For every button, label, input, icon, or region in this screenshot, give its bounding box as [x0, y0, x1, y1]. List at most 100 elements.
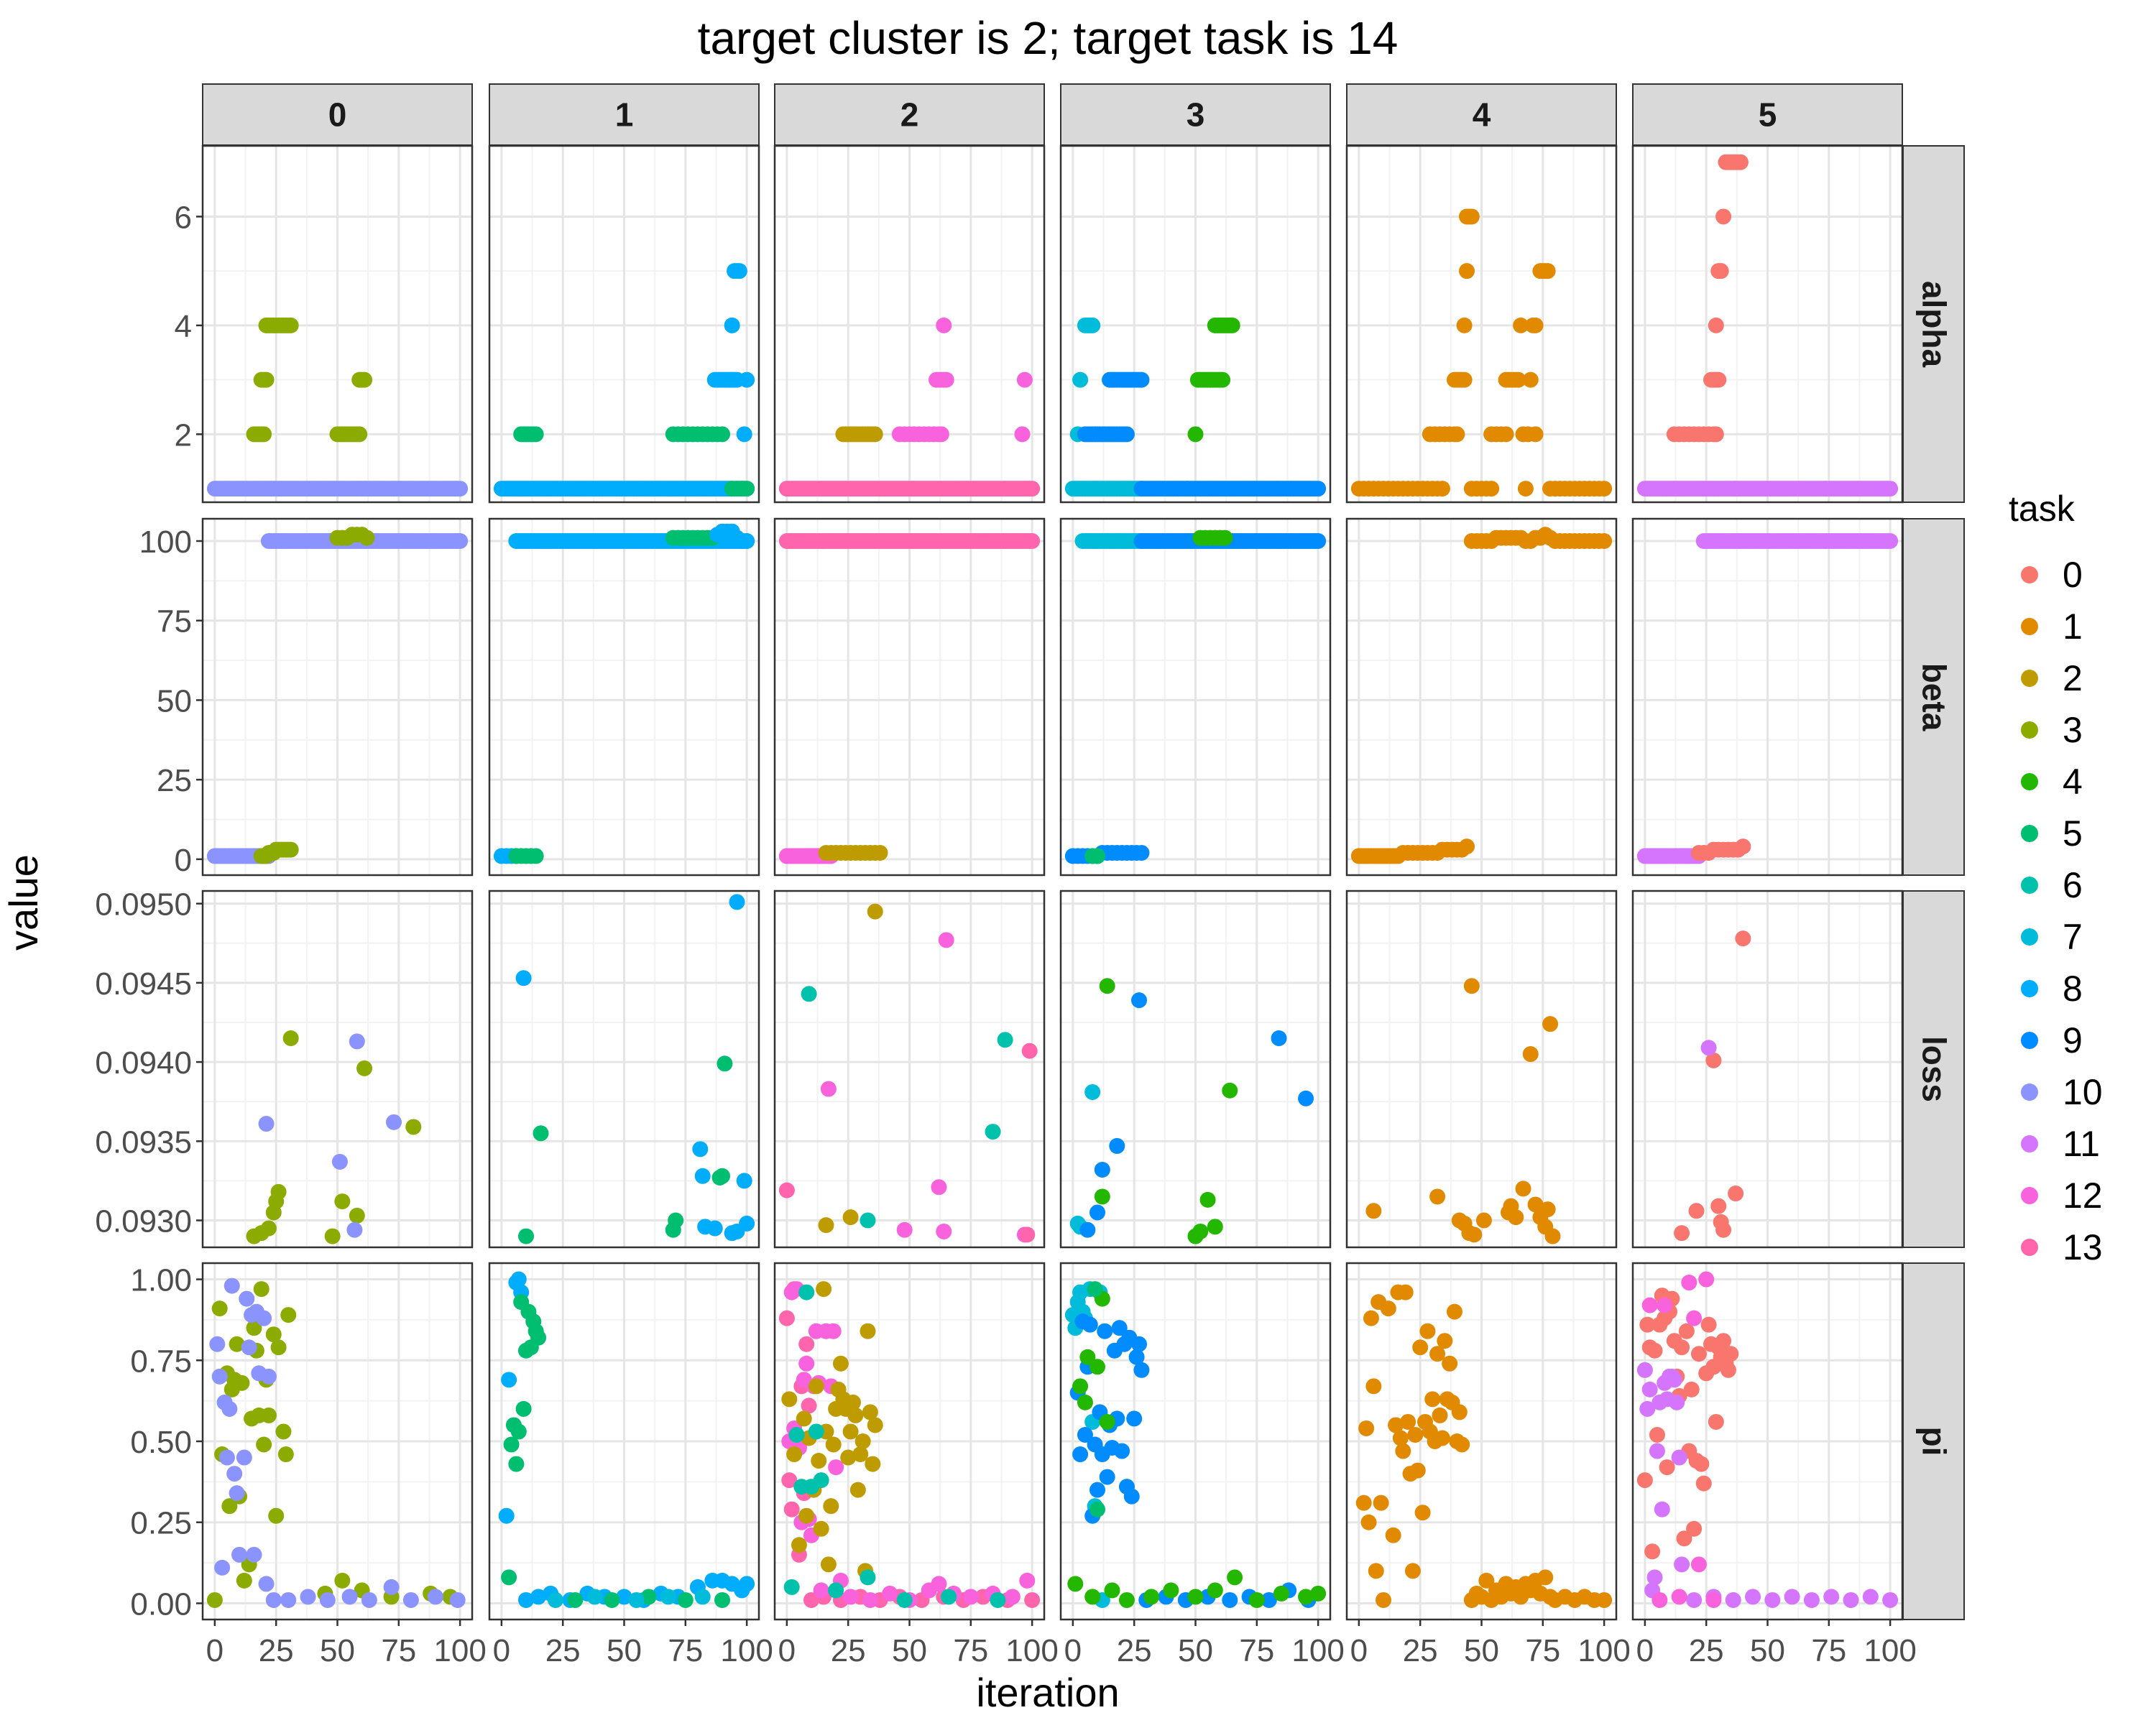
panel-points-5-alpha	[1636, 154, 1899, 497]
data-point	[1478, 1572, 1495, 1589]
x-tick-label: 75	[1239, 1633, 1274, 1668]
data-point	[860, 1212, 876, 1229]
panel-border	[1345, 890, 1618, 1249]
data-point	[1163, 1582, 1179, 1599]
y-tick-label: 2	[175, 417, 192, 453]
row-strip: beta	[1902, 518, 1965, 876]
data-point	[1725, 1591, 1741, 1608]
data-point	[229, 1485, 245, 1502]
panel-border	[488, 144, 760, 504]
column-strip-label: 5	[1759, 96, 1777, 134]
data-point	[1698, 1271, 1715, 1288]
data-point	[820, 1556, 837, 1573]
data-point	[854, 1433, 871, 1449]
data-points	[206, 154, 1899, 1608]
data-point	[665, 1221, 681, 1238]
data-point	[739, 481, 755, 497]
panel-border	[773, 890, 1046, 1249]
data-point	[1723, 1346, 1739, 1362]
y-axis-beta: 0 25 50 75 100	[139, 525, 203, 878]
panel-border	[1059, 517, 1332, 877]
data-point	[840, 1449, 857, 1466]
data-point	[820, 1081, 837, 1097]
data-point	[1456, 371, 1473, 388]
x-tick-label: 25	[1689, 1633, 1724, 1668]
data-point	[528, 848, 544, 864]
data-point	[1651, 1591, 1668, 1608]
data-point	[1067, 1576, 1084, 1592]
data-point	[1596, 481, 1613, 497]
panel-border	[773, 517, 1046, 877]
data-point	[1517, 481, 1534, 497]
data-point	[1215, 371, 1231, 388]
y-tick-label: 6	[175, 200, 192, 235]
data-point	[1271, 1030, 1287, 1047]
data-point	[1522, 371, 1539, 388]
data-point	[349, 1033, 365, 1050]
data-point	[1084, 1589, 1101, 1605]
data-point	[1695, 1475, 1712, 1492]
data-point	[1118, 426, 1135, 443]
x-tick-label: 25	[545, 1633, 581, 1668]
data-point	[1126, 1410, 1143, 1427]
data-point	[533, 1125, 549, 1142]
panel-5-beta	[1633, 519, 1902, 875]
data-point	[860, 1569, 876, 1586]
data-point	[452, 481, 469, 497]
y-axis-loss: 0.0930 0.0935 0.0940 0.0945 0.0950	[95, 887, 203, 1239]
data-point	[1400, 1413, 1416, 1430]
panel-5-loss	[1633, 891, 1902, 1247]
data-point	[1222, 1591, 1238, 1608]
data-point	[694, 1589, 711, 1605]
data-point	[694, 1168, 711, 1184]
data-point	[1705, 1591, 1722, 1608]
data-point	[236, 1449, 252, 1466]
data-point	[1843, 1591, 1859, 1608]
data-point	[778, 1310, 795, 1326]
data-point	[1483, 481, 1500, 497]
row-strip-label: pi	[1916, 1427, 1953, 1456]
data-point	[1397, 1284, 1414, 1300]
data-point	[1442, 1355, 1458, 1372]
data-point	[256, 1436, 272, 1453]
panel-border	[488, 517, 760, 877]
data-point	[1419, 1323, 1436, 1339]
legend-item: 7	[2021, 917, 2083, 957]
column-strip-label: 0	[328, 96, 347, 134]
legend-item: 1	[2021, 606, 2083, 647]
data-point	[1016, 371, 1033, 388]
data-point	[867, 1417, 883, 1433]
data-point	[510, 1271, 527, 1288]
data-point	[736, 426, 752, 443]
data-point	[1641, 1297, 1658, 1313]
data-point	[265, 1591, 282, 1608]
panel-2-pi	[775, 1263, 1044, 1620]
data-point	[801, 986, 817, 1002]
data-point	[1463, 978, 1480, 994]
data-point	[1882, 1591, 1899, 1608]
data-point	[798, 1507, 815, 1524]
data-point	[1084, 317, 1101, 333]
data-point	[518, 1228, 534, 1244]
data-point	[501, 1372, 517, 1388]
x-tick-label: 50	[607, 1633, 642, 1668]
data-point	[1674, 1225, 1690, 1242]
panel-4-beta	[1347, 519, 1616, 875]
panel-border	[1631, 144, 1904, 504]
data-point	[729, 1223, 745, 1239]
data-point	[990, 1591, 1006, 1608]
legend-swatch	[2021, 1239, 2038, 1256]
legend-swatch	[2021, 566, 2038, 583]
data-point	[628, 1591, 645, 1608]
data-point	[385, 1114, 402, 1130]
data-point	[1654, 1501, 1670, 1517]
data-point	[832, 1355, 849, 1372]
data-point	[1649, 1426, 1665, 1443]
data-point	[1459, 263, 1475, 279]
data-point	[1099, 1413, 1115, 1430]
panel-points-4-beta	[1350, 527, 1613, 864]
data-point	[796, 1410, 812, 1427]
data-point	[1111, 1320, 1128, 1336]
data-point	[692, 1141, 709, 1158]
